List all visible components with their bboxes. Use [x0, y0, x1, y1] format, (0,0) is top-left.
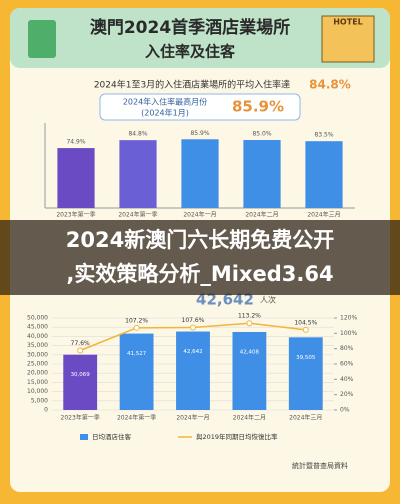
title: 入住率及住客 [145, 43, 236, 61]
x-tick-label: 2024年第一季 [118, 211, 157, 219]
guest-value: 42,642 [196, 291, 254, 309]
y2-tick-label: 20% [340, 391, 354, 398]
bar [57, 148, 95, 208]
x-tick-label: 2024年三月 [289, 414, 322, 422]
legend-label: 日均酒店住客 [92, 432, 132, 441]
legend-swatch [80, 434, 88, 440]
line-point [302, 326, 309, 333]
value-label: 85.9% [190, 130, 209, 137]
value-label: 30,069 [71, 372, 91, 378]
value-label: 39,505 [296, 355, 316, 361]
y2-tick-label: 0% [340, 407, 350, 414]
x-tick-label: 2023年第一季 [61, 414, 100, 422]
highlight-label: (2024年1月) [141, 108, 189, 118]
line-point [190, 324, 196, 331]
value-label: 104.5% [294, 319, 317, 326]
value-label: 42,408 [240, 349, 260, 355]
x-tick-label: 2024年一月 [183, 211, 216, 219]
bar [119, 333, 154, 410]
y-tick-label: 40,000 [27, 333, 48, 340]
x-tick-label: 2024年一月 [176, 414, 209, 422]
y2-tick-label: 120% [340, 315, 357, 322]
y2-tick-label: 80% [340, 345, 354, 352]
hotel-label: HOTEL [333, 18, 363, 27]
value-label: 84.8% [128, 131, 147, 138]
x-tick-label: 2024年三月 [307, 211, 340, 219]
highlight-value: 85.9% [232, 98, 284, 116]
y2-tick-label: 100% [340, 330, 357, 337]
bar [232, 331, 267, 410]
hotel-icon [321, 15, 375, 63]
summary-text: 2024年1至3月的入住酒店業場所的平均入住率達 [94, 79, 290, 91]
bar [63, 354, 98, 410]
x-tick-label: 2024年二月 [233, 414, 266, 422]
bar [305, 141, 343, 208]
bar [176, 331, 210, 410]
value-label: 107.2% [125, 317, 148, 324]
value-label: 74.9% [66, 139, 85, 146]
source: 統計暨普查局資料 [292, 461, 348, 470]
value-label: 113.2% [238, 313, 261, 320]
y2-tick-label: 60% [340, 361, 354, 368]
y-tick-label: 45,000 [27, 324, 48, 331]
overlay-banner: 2024新澳门六长期免费公开 ,实效策略分析_Mixed3.64 [0, 220, 400, 295]
header-bg [10, 8, 390, 68]
bar [288, 337, 323, 410]
value-label: 107.6% [182, 317, 205, 324]
y-tick-label: 5,000 [31, 397, 48, 404]
highlight-box [99, 93, 301, 121]
guest-unit: 人次 [260, 295, 276, 305]
money-icon [28, 20, 56, 58]
bar [181, 139, 219, 208]
y2-tick-label: 40% [340, 376, 354, 383]
banner-line: ,实效策略分析_Mixed3.64 [66, 262, 334, 286]
line-point [246, 320, 253, 327]
line-point [133, 324, 140, 331]
y-tick-label: 15,000 [27, 379, 48, 386]
line-point [77, 347, 84, 354]
y-tick-label: 30,000 [27, 351, 48, 358]
x-tick-label: 2024年第一季 [117, 414, 156, 422]
highlight-label: 2024年入住率最高月份 [123, 97, 207, 107]
y-tick-label: 25,000 [27, 361, 48, 368]
y-tick-label: 50,000 [27, 315, 48, 322]
y-tick-label: 35,000 [27, 342, 48, 349]
title: 澳門2024首季酒店業場所 [90, 17, 290, 38]
x-tick-label: 2024年二月 [245, 211, 278, 219]
banner-line: 2024新澳门六长期免费公开 [65, 228, 335, 252]
value-label: 41,527 [127, 351, 147, 357]
y-tick-label: 20,000 [27, 370, 48, 377]
y-tick-label: 10,000 [27, 388, 48, 395]
summary-value: 84.8% [309, 78, 351, 92]
value-label: 83.5% [314, 132, 333, 139]
value-label: 77.6% [71, 340, 90, 347]
value-label: 85.0% [252, 131, 271, 138]
value-label: 42,642 [183, 349, 202, 355]
bar [243, 140, 281, 208]
x-tick-label: 2023年第一季 [56, 211, 95, 219]
y-tick-label: 0 [44, 407, 48, 414]
legend-label: 與2019年同期日均恢復比率 [196, 432, 278, 441]
bar [119, 140, 157, 208]
